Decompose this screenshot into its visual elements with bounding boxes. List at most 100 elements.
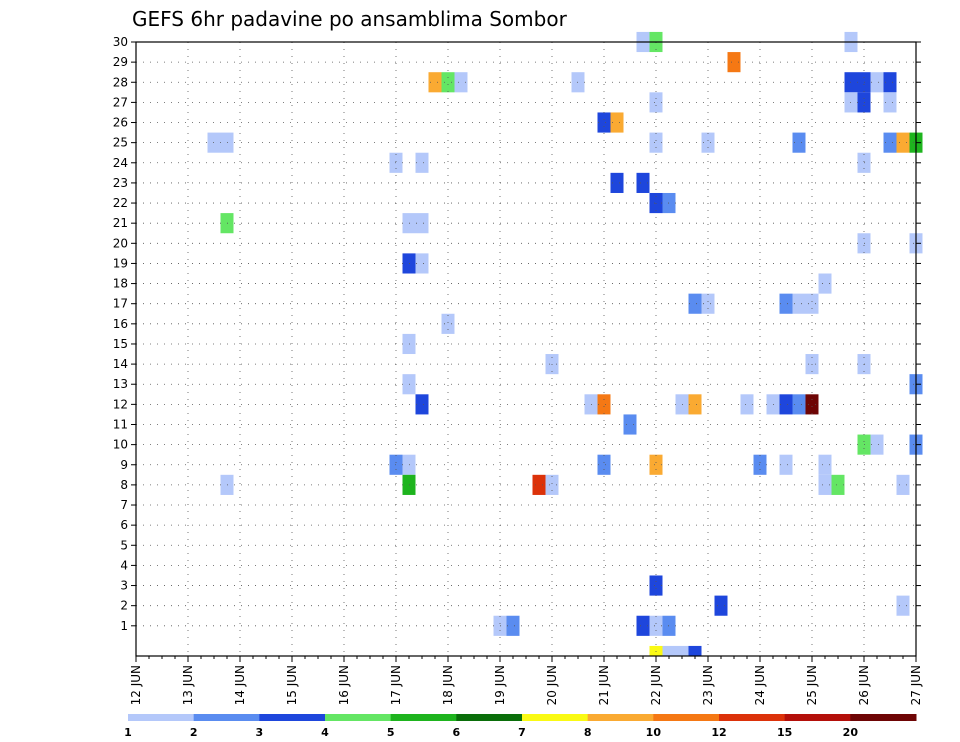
grid-lines xyxy=(136,41,916,656)
cell-m25-23 xyxy=(883,132,897,153)
ytick-label-10: 10 xyxy=(113,438,128,452)
ytick-label-21: 21 xyxy=(113,216,128,230)
xtick-label-11: 23 JUN xyxy=(701,665,715,705)
cell-m0-90 xyxy=(662,645,676,656)
cell-m28-10 xyxy=(870,72,884,93)
legend-label-15: 15 xyxy=(777,726,792,739)
legend-label-10: 10 xyxy=(646,726,662,739)
legend-swatch-5 xyxy=(456,714,523,721)
x-axis-ticks: 12 JUN 13 JUN 14 JUN 15 JUN 16 JUN 17 JUN 18 J… xyxy=(129,656,923,705)
y-axis-ticks: 1234567891011121314151617181920212223242… xyxy=(113,35,921,633)
xtick-label-12: 24 JUN xyxy=(753,665,767,705)
ytick-label-30: 30 xyxy=(113,35,128,49)
ytick-label-19: 19 xyxy=(113,256,128,270)
xtick-label-4: 16 JUN xyxy=(337,665,351,705)
cell-m2-82 xyxy=(714,595,728,616)
cell-m9-70 xyxy=(649,454,663,475)
ytick-label-22: 22 xyxy=(113,196,128,210)
ytick-label-3: 3 xyxy=(120,579,128,593)
cell-m17-42 xyxy=(701,293,715,314)
ytick-label-15: 15 xyxy=(113,337,128,351)
cell-m19-39 xyxy=(415,253,429,274)
ytick-label-26: 26 xyxy=(113,116,128,130)
ytick-label-6: 6 xyxy=(120,518,128,532)
legend-swatch-4 xyxy=(390,714,457,721)
cell-m9-73 xyxy=(818,454,832,475)
cell-m17-41 xyxy=(688,293,702,314)
ytick-label-5: 5 xyxy=(120,538,128,552)
ytick-label-8: 8 xyxy=(120,478,128,492)
xtick-label-8: 20 JUN xyxy=(545,665,559,705)
cell-m1-86 xyxy=(636,615,650,636)
legend-label-1: 1 xyxy=(124,726,132,739)
legend-label-12: 12 xyxy=(711,726,726,739)
cell-m11-63 xyxy=(623,414,637,435)
cell-m17-44 xyxy=(792,293,806,314)
cell-m12-57 xyxy=(688,394,702,415)
ytick-label-20: 20 xyxy=(113,236,128,250)
cell-m12-60 xyxy=(779,394,793,415)
cell-m1-85 xyxy=(506,615,520,636)
legend-label-6: 6 xyxy=(453,726,461,739)
legend-swatch-10 xyxy=(784,714,851,721)
legend-label-2: 2 xyxy=(190,726,198,739)
xtick-label-15: 27 JUN xyxy=(909,665,923,705)
legend-label-5: 5 xyxy=(387,726,395,739)
cell-m8-79 xyxy=(831,474,845,495)
legend-label-4: 4 xyxy=(321,726,329,739)
xtick-label-6: 18 JUN xyxy=(441,665,455,705)
cell-m24-27 xyxy=(415,152,429,173)
cell-m8-80 xyxy=(896,474,910,495)
cell-m25-21 xyxy=(701,132,715,153)
legend-label-20: 20 xyxy=(843,726,859,739)
cell-m3-81 xyxy=(649,575,663,596)
cell-m8-77 xyxy=(545,474,559,495)
legend-swatch-8 xyxy=(653,714,720,721)
cell-m23-30 xyxy=(636,172,650,193)
cell-m12-61 xyxy=(792,394,806,415)
cell-m17-43 xyxy=(779,293,793,314)
cell-m17-45 xyxy=(805,293,819,314)
ytick-label-14: 14 xyxy=(113,357,128,371)
xtick-label-3: 15 JUN xyxy=(285,665,299,705)
cell-m18-40 xyxy=(818,273,832,294)
ytick-label-1: 1 xyxy=(120,619,128,633)
cell-m12-58 xyxy=(740,394,754,415)
cell-m0-89 xyxy=(649,645,663,656)
cell-m9-69 xyxy=(597,454,611,475)
legend-label-3: 3 xyxy=(256,726,264,739)
cell-m10-65 xyxy=(870,434,884,455)
cell-m8-78 xyxy=(818,474,832,495)
legend-swatch-11 xyxy=(850,714,917,721)
xtick-label-7: 19 JUN xyxy=(493,665,507,705)
ytick-label-17: 17 xyxy=(113,297,128,311)
cell-m25-22 xyxy=(792,132,806,153)
cell-m9-72 xyxy=(779,454,793,475)
cell-m25-20 xyxy=(649,132,663,153)
ytick-label-24: 24 xyxy=(113,156,128,170)
legend-label-8: 8 xyxy=(584,726,592,739)
cell-m25-24 xyxy=(896,132,910,153)
cell-m28-5 xyxy=(441,72,455,93)
xtick-label-10: 22 JUN xyxy=(649,665,663,705)
xtick-label-1: 13 JUN xyxy=(181,665,195,705)
ytick-label-28: 28 xyxy=(113,75,128,89)
cell-m0-92 xyxy=(688,645,702,656)
ytick-label-9: 9 xyxy=(120,458,128,472)
cell-m23-29 xyxy=(610,172,624,193)
xtick-label-2: 14 JUN xyxy=(233,665,247,705)
cell-m26-17 xyxy=(610,112,624,133)
cell-m1-87 xyxy=(649,615,663,636)
ytick-label-11: 11 xyxy=(113,417,128,431)
legend-swatch-0 xyxy=(128,714,195,721)
ytick-label-18: 18 xyxy=(113,277,128,291)
legend-swatch-6 xyxy=(522,714,589,721)
cell-m27-12 xyxy=(649,92,663,113)
ytick-label-12: 12 xyxy=(113,397,128,411)
data-cells xyxy=(207,31,923,656)
cell-m28-11 xyxy=(883,72,897,93)
xtick-label-13: 25 JUN xyxy=(805,665,819,705)
ytick-label-23: 23 xyxy=(113,176,128,190)
xtick-label-9: 21 JUN xyxy=(597,665,611,705)
